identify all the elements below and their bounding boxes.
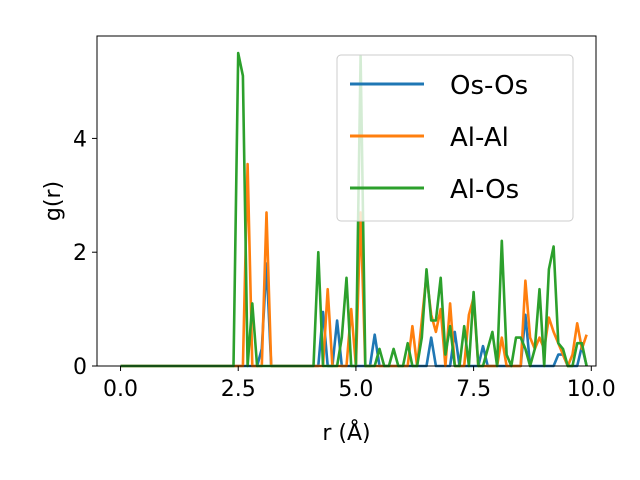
x-ticks: 0.0 2.5 5.0 7.5 10.0 xyxy=(103,366,616,402)
legend-label-al-os: Al-Os xyxy=(450,175,519,205)
x-axis-label: r (Å) xyxy=(322,419,370,446)
legend-entries: Os-Os Al-Al Al-Os xyxy=(350,71,528,205)
series-layer xyxy=(120,51,588,368)
axes-layer xyxy=(96,35,597,367)
y-tick-label: 0 xyxy=(73,355,87,380)
y-tick-label: 4 xyxy=(73,127,87,152)
x-tick-label: 7.5 xyxy=(456,377,491,402)
legend-label-al-al: Al-Al xyxy=(450,123,509,153)
y-tick-label: 2 xyxy=(73,241,87,266)
x-tick-label: 10.0 xyxy=(567,377,616,402)
series-line-al-os xyxy=(120,51,588,368)
legend: Os-Os Al-Al Al-Os xyxy=(336,54,574,222)
legend-box xyxy=(336,54,574,222)
plot-frame xyxy=(96,35,597,367)
legend-label-os-os: Os-Os xyxy=(450,71,528,101)
y-ticks: 0 2 4 xyxy=(73,127,97,380)
y-axis-label: g(r) xyxy=(41,181,66,221)
x-tick-label: 2.5 xyxy=(221,377,256,402)
x-tick-label: 0.0 xyxy=(103,377,138,402)
x-tick-label: 5.0 xyxy=(338,377,373,402)
series-line-al-al xyxy=(120,162,588,368)
